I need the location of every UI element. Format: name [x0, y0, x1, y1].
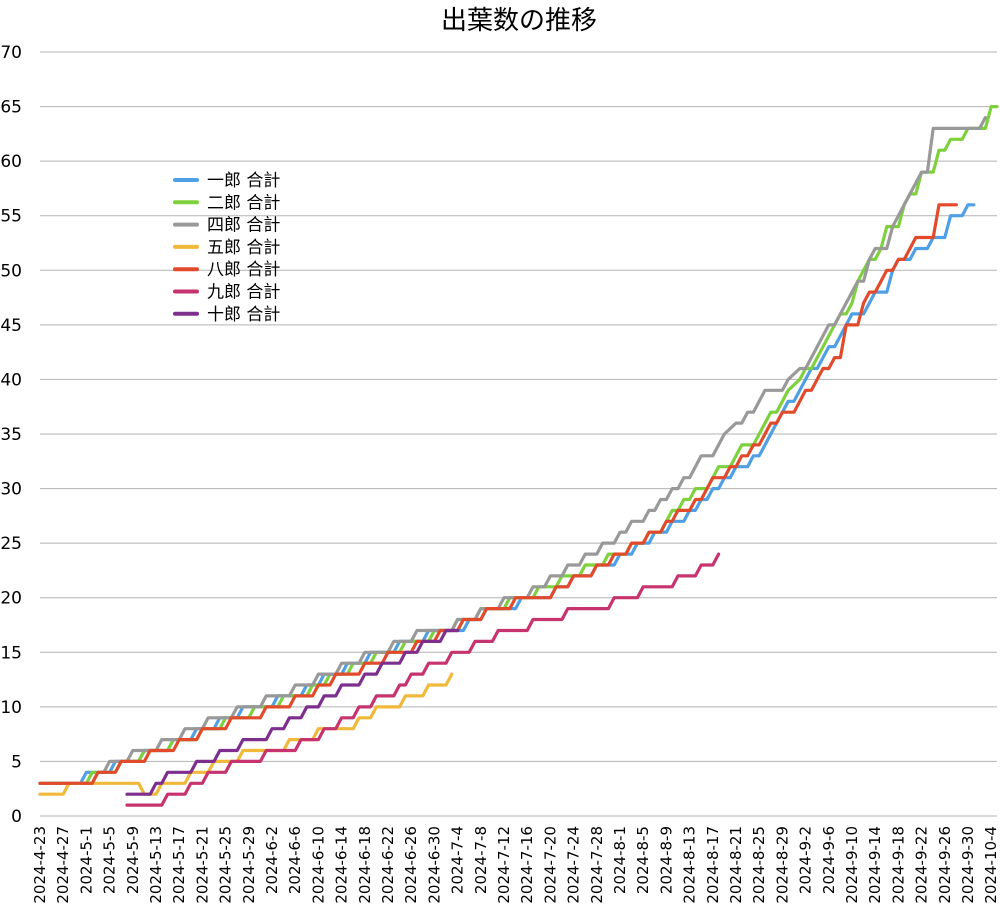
legend-label: 八郎 合計: [207, 260, 280, 280]
x-tick-label: 2024-5-9: [124, 826, 142, 894]
legend-label: 九郎 合計: [207, 283, 280, 303]
x-tick-label: 2024-5-21: [193, 826, 211, 904]
chart-title: 出葉数の推移: [441, 6, 597, 36]
gridlines: [40, 51, 997, 817]
y-tick-label: 55: [0, 207, 22, 227]
y-tick-label: 70: [0, 43, 22, 63]
x-tick-label: 2024-7-12: [495, 826, 513, 904]
x-tick-label: 2024-6-30: [425, 826, 443, 904]
y-tick-label: 30: [0, 480, 22, 500]
x-tick-label: 2024-8-25: [750, 826, 768, 904]
x-tick-label: 2024-6-10: [309, 826, 327, 904]
x-tick-label: 2024-9-26: [936, 826, 954, 904]
y-tick-label: 15: [0, 643, 22, 663]
legend-label: 四郎 合計: [207, 216, 280, 236]
legend-label: 十郎 合計: [207, 305, 280, 325]
legend-label: 一郎 合計: [207, 171, 280, 191]
x-tick-label: 2024-9-2: [797, 826, 815, 894]
x-tick-label: 2024-6-6: [286, 826, 304, 894]
x-tick-label: 2024-7-24: [565, 826, 583, 904]
x-tick-label: 2024-9-30: [959, 826, 977, 904]
x-tick-label: 2024-8-17: [704, 826, 722, 904]
x-tick-label: 2024-8-1: [611, 826, 629, 894]
x-tick-label: 2024-8-9: [657, 826, 675, 894]
x-tick-label: 2024-4-27: [54, 826, 72, 904]
y-tick-label: 50: [0, 261, 22, 281]
series-line-2: [38, 104, 999, 785]
x-tick-label: 2024-9-10: [843, 826, 861, 904]
y-tick-label: 0: [11, 807, 22, 827]
y-tick-label: 35: [0, 425, 22, 445]
x-tick-label: 2024-5-1: [77, 826, 95, 894]
x-tick-label: 2024-5-17: [170, 826, 188, 904]
x-tick-label: 2024-7-16: [518, 826, 536, 904]
x-tick-label: 2024-5-13: [147, 826, 165, 904]
legend-label: 二郎 合計: [207, 193, 280, 213]
legend-label: 五郎 合計: [207, 238, 280, 258]
y-tick-label: 40: [0, 370, 22, 390]
x-tick-label: 2024-8-13: [681, 826, 699, 904]
x-tick-label: 2024-7-4: [449, 826, 467, 894]
series-line-6: [125, 552, 721, 807]
series-line-7: [125, 628, 460, 796]
x-tick-label: 2024-10-4: [982, 826, 1000, 904]
series-line-4: [38, 672, 454, 796]
series-lines: [38, 104, 999, 807]
y-tick-label: 60: [0, 152, 22, 172]
x-axis-ticks: 2024-4-23 2024-4-27 2024-5-1 2024-5-5 2024-5…: [31, 826, 1000, 904]
x-tick-label: 2024-6-14: [333, 826, 351, 904]
x-tick-label: 2024-8-5: [634, 826, 652, 894]
x-tick-label: 2024-7-28: [588, 826, 606, 904]
x-tick-label: 2024-5-25: [217, 826, 235, 904]
x-tick-label: 2024-7-20: [541, 826, 559, 904]
x-tick-label: 2024-8-21: [727, 826, 745, 904]
x-tick-label: 2024-6-26: [402, 826, 420, 904]
y-axis-ticks: 0 5 10 15 20 25 30 35 40 45 50 55 60 65 70: [0, 43, 22, 827]
x-tick-label: 2024-4-23: [31, 826, 49, 904]
y-tick-label: 5: [11, 752, 22, 772]
x-tick-label: 2024-9-22: [913, 826, 931, 904]
series-line-3: [38, 115, 988, 785]
x-tick-label: 2024-7-8: [472, 826, 490, 894]
x-tick-label: 2024-5-5: [101, 826, 119, 894]
x-tick-label: 2024-6-2: [263, 826, 281, 894]
x-tick-label: 2024-9-6: [820, 826, 838, 894]
y-tick-label: 20: [0, 589, 22, 609]
series-line-5: [38, 203, 959, 785]
x-tick-label: 2024-6-18: [356, 826, 374, 904]
y-tick-label: 25: [0, 534, 22, 554]
x-tick-label: 2024-5-29: [240, 826, 258, 904]
x-tick-label: 2024-9-18: [889, 826, 907, 904]
y-tick-label: 45: [0, 316, 22, 336]
x-tick-label: 2024-6-22: [379, 826, 397, 904]
y-tick-label: 10: [0, 698, 22, 718]
x-tick-label: 2024-8-29: [773, 826, 791, 904]
x-tick-label: 2024-9-14: [866, 826, 884, 904]
y-tick-label: 65: [0, 98, 22, 118]
